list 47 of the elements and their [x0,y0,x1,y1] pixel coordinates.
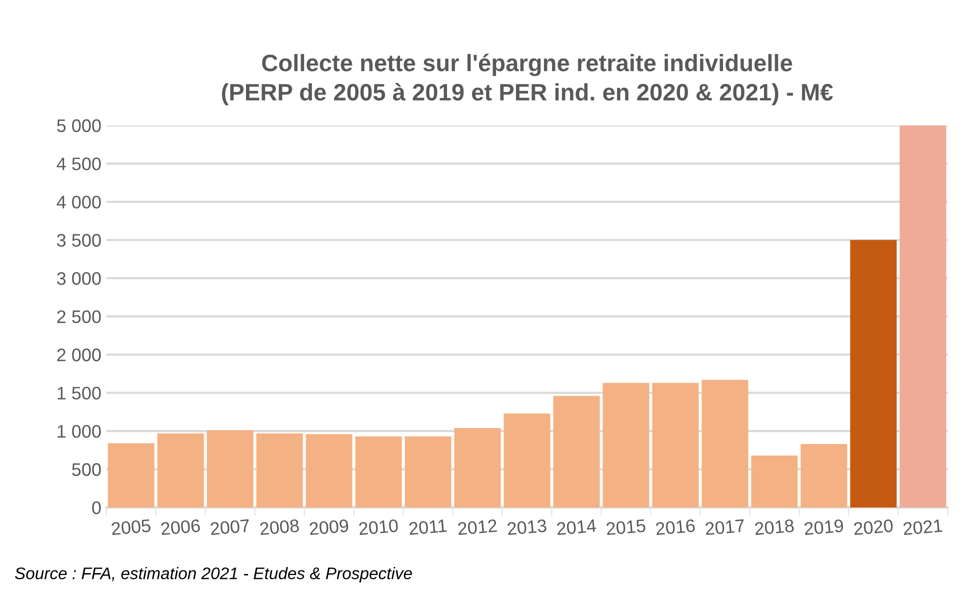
x-tick-label: 2011 [408,519,447,536]
y-tick-label: 1 500 [58,386,101,400]
y-tick-label: 3 000 [57,272,101,285]
x-tick-label: 2008 [260,519,300,536]
bar [751,455,798,508]
y-tick-label: 5 000 [57,119,101,132]
bar [108,443,154,508]
bar [652,382,699,508]
bar [602,382,650,508]
bar [404,436,452,508]
x-tick-label: 2012 [458,519,498,536]
x-tick-label: 2019 [804,519,844,536]
chart-title: Collecte nette sur l'épargne retraite individuelle (PERP de 2005 à 2019 et PER ind. en 2020 & 2021) - M€ [222,54,833,106]
y-tick-label: 4 000 [56,196,101,209]
x-tick-label: 2017 [705,519,744,536]
bar [306,434,352,508]
bar [355,436,402,508]
bar [900,125,946,508]
y-tick-label: 0 [92,501,101,514]
y-tick-label: 2 000 [57,348,101,362]
x-tick-label: 2014 [556,519,596,536]
x-tick-label: 2005 [111,519,151,536]
x-tick-label: 2015 [606,519,646,536]
x-tick-label: 2013 [507,519,547,536]
x-tick-label: 2020 [854,519,894,536]
bar [553,396,600,508]
x-tick-label: 2010 [358,519,398,536]
bar [850,240,897,508]
x-tick-label: 2021 [903,519,942,536]
bar [504,413,550,508]
x-tick-label: 2016 [656,519,696,536]
bar [454,428,501,508]
x-tick-label: 2006 [160,519,200,536]
y-tick-label: 2 500 [57,310,101,324]
y-tick-label: 500 [72,463,101,476]
y-tick-label: 1 000 [58,424,101,438]
bar [256,433,303,508]
x-tick-label: 2018 [754,519,794,536]
y-tick-label: 4 500 [56,158,101,170]
x-tick-label: 2009 [309,519,349,536]
source-note: Source : FFA, estimation 2021 - Etudes & Prospective [14,567,412,583]
bar [702,380,748,508]
bar [206,430,254,508]
y-tick-label: 3 500 [57,234,101,247]
bar [800,444,848,508]
x-tick-label: 2007 [210,519,250,536]
bar [157,433,204,508]
